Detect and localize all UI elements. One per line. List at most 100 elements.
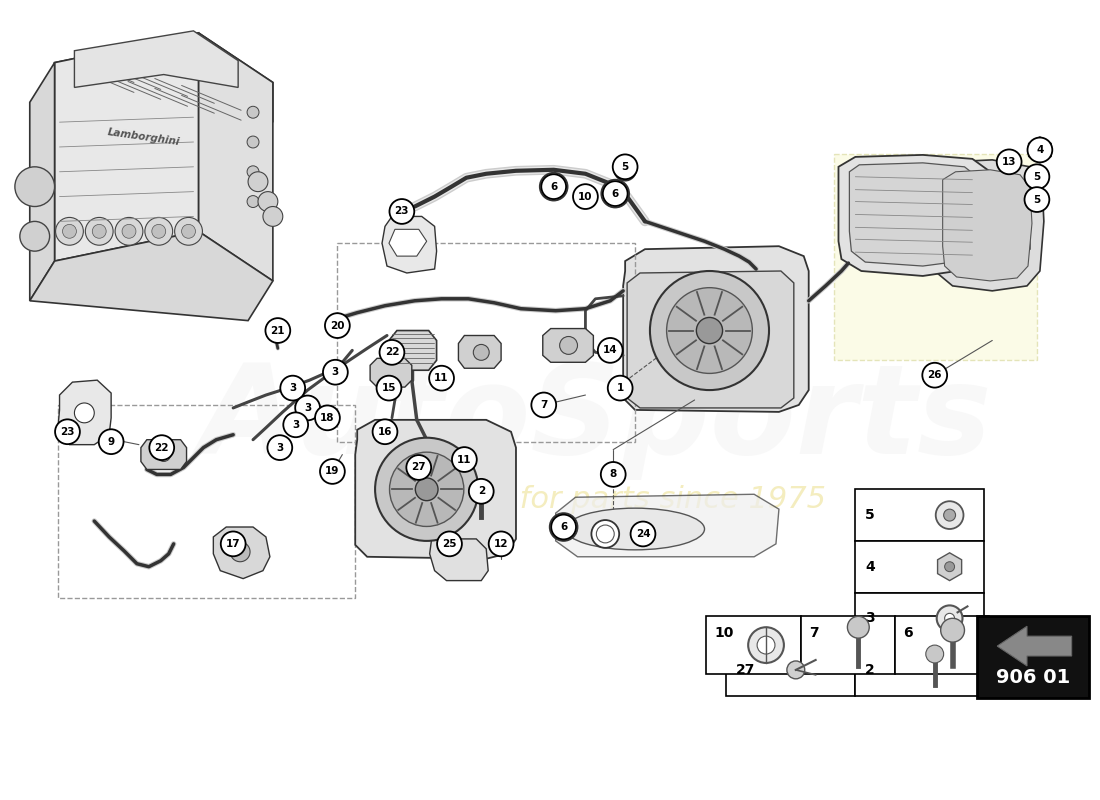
Circle shape [926, 645, 944, 663]
Circle shape [379, 340, 405, 365]
Bar [856, 593, 984, 644]
Circle shape [263, 206, 283, 226]
Circle shape [606, 185, 624, 202]
Circle shape [573, 184, 597, 209]
Polygon shape [57, 380, 111, 445]
Circle shape [224, 535, 242, 553]
Circle shape [320, 459, 344, 484]
Circle shape [1026, 189, 1048, 210]
Text: 6: 6 [612, 189, 619, 198]
Text: 7: 7 [540, 400, 548, 410]
Polygon shape [430, 539, 488, 581]
Circle shape [295, 395, 320, 420]
Circle shape [472, 480, 491, 498]
Polygon shape [982, 177, 1030, 263]
Circle shape [429, 366, 454, 390]
Text: 5: 5 [1033, 172, 1041, 182]
Circle shape [541, 174, 567, 199]
Text: 10: 10 [714, 626, 734, 640]
Circle shape [550, 513, 578, 541]
Circle shape [280, 376, 305, 401]
Circle shape [667, 288, 752, 374]
Circle shape [437, 531, 462, 556]
Text: 23: 23 [60, 426, 75, 437]
Circle shape [248, 195, 258, 207]
Circle shape [329, 366, 341, 378]
Polygon shape [389, 330, 437, 370]
Bar [856, 541, 984, 593]
Text: 12: 12 [494, 539, 508, 549]
Polygon shape [1028, 137, 1052, 163]
Circle shape [620, 165, 630, 174]
Polygon shape [213, 527, 270, 578]
Circle shape [603, 182, 628, 206]
Circle shape [324, 362, 346, 383]
Circle shape [608, 376, 632, 401]
Ellipse shape [565, 508, 704, 550]
Bar [856, 490, 984, 541]
Circle shape [389, 199, 415, 224]
Text: 17: 17 [226, 539, 241, 549]
Text: AutoSports: AutoSports [199, 359, 991, 480]
Circle shape [596, 525, 614, 543]
Text: 7: 7 [808, 626, 818, 640]
Circle shape [375, 438, 478, 541]
Circle shape [230, 542, 250, 562]
Polygon shape [355, 420, 516, 558]
Text: 2: 2 [866, 663, 874, 677]
Text: 11: 11 [458, 454, 472, 465]
Polygon shape [198, 33, 273, 281]
Circle shape [282, 377, 304, 399]
Circle shape [944, 509, 956, 521]
Bar [856, 644, 984, 696]
Circle shape [1032, 194, 1042, 205]
Circle shape [580, 190, 592, 202]
Circle shape [389, 452, 464, 526]
Text: 22: 22 [154, 442, 169, 453]
Circle shape [122, 224, 136, 238]
Circle shape [786, 661, 805, 679]
Polygon shape [30, 231, 273, 321]
Circle shape [531, 393, 557, 418]
Circle shape [940, 618, 965, 642]
Circle shape [1032, 172, 1042, 182]
Polygon shape [937, 553, 961, 581]
Text: 6: 6 [903, 626, 913, 640]
Circle shape [406, 455, 431, 480]
Circle shape [1026, 166, 1048, 188]
Circle shape [574, 186, 596, 207]
Polygon shape [370, 358, 411, 387]
Text: 906 01: 906 01 [996, 668, 1070, 687]
Circle shape [551, 514, 576, 539]
Text: 6: 6 [560, 522, 568, 532]
Circle shape [945, 614, 955, 623]
Text: a passion for parts since 1975: a passion for parts since 1975 [365, 485, 826, 514]
Circle shape [86, 218, 113, 246]
Text: 3: 3 [276, 442, 284, 453]
Circle shape [258, 192, 278, 211]
Circle shape [597, 338, 623, 362]
Text: 6: 6 [550, 182, 558, 192]
Polygon shape [141, 440, 187, 470]
Text: 16: 16 [377, 426, 393, 437]
Circle shape [175, 218, 202, 246]
Circle shape [75, 403, 95, 423]
Circle shape [613, 154, 638, 179]
Circle shape [63, 224, 76, 238]
Circle shape [560, 337, 578, 354]
Circle shape [56, 218, 84, 246]
Bar [726, 644, 856, 696]
Text: 18: 18 [320, 413, 334, 423]
Circle shape [945, 562, 955, 572]
Circle shape [554, 518, 572, 536]
Polygon shape [382, 217, 437, 273]
Circle shape [452, 447, 476, 472]
Polygon shape [998, 626, 1071, 666]
Circle shape [248, 166, 258, 178]
Circle shape [1024, 187, 1049, 212]
Polygon shape [30, 62, 55, 301]
Text: 2: 2 [477, 486, 485, 496]
Circle shape [157, 448, 170, 462]
Circle shape [1024, 164, 1049, 189]
Circle shape [1027, 138, 1053, 162]
